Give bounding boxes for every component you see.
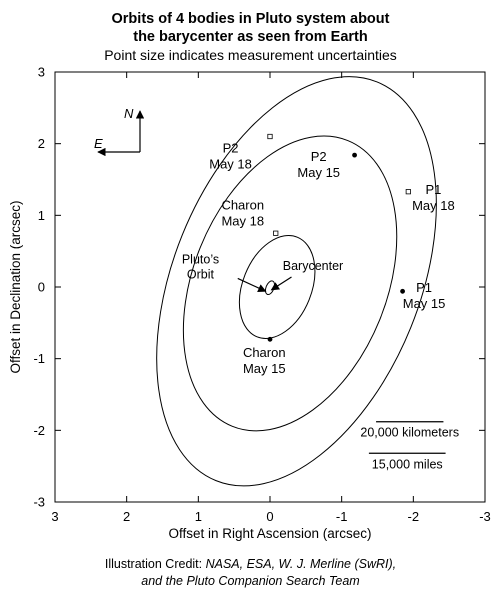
annotations: Pluto’s Orbit Barycenter — [182, 252, 343, 292]
credit-sources: NASA, ESA, W. J. Merline (SwRI), — [205, 557, 397, 571]
p1-orbit — [156, 76, 437, 487]
p1-may18-point — [405, 189, 411, 195]
chart-title-line-1: Orbits of 4 bodies in Pluto system about — [111, 11, 390, 27]
scale-bars: 20,000 kilometers 15,000 miles — [360, 421, 459, 471]
charon-orbit — [238, 235, 316, 339]
y-tick-label: 1 — [38, 208, 45, 223]
orbits — [156, 76, 437, 487]
y-tick-label: -2 — [33, 423, 45, 438]
north-label: N — [124, 106, 134, 121]
p1-may18-label: P1 May 18 — [412, 182, 455, 213]
x-tick-label: 0 — [266, 509, 273, 524]
illustration-credit: Illustration Credit: NASA, ESA, W. J. Me… — [0, 556, 501, 590]
scale-bar-label-0: 20,000 kilometers — [360, 426, 459, 440]
x-tick-label: 1 — [195, 509, 202, 524]
compass: N E — [94, 106, 145, 157]
plutos-orbit-label: Pluto’s Orbit — [182, 252, 219, 281]
y-tick-label: 2 — [38, 136, 45, 151]
credit-line-2: and the Pluto Companion Search Team — [141, 574, 360, 588]
p2-may15-label: P2 May 15 — [297, 149, 340, 180]
x-tick-label: -2 — [408, 509, 420, 524]
chart-title-line-2: the barycenter as seen from Earth — [133, 29, 368, 45]
y-tick-label: -1 — [33, 351, 45, 366]
scale-bar-label-1: 15,000 miles — [372, 457, 443, 471]
east-label: E — [94, 136, 103, 151]
charon-may15-label: Charon May 15 — [243, 345, 286, 376]
x-tick-label: -3 — [479, 509, 491, 524]
p2-may15-point — [352, 152, 357, 158]
y-tick-label: 0 — [38, 280, 45, 295]
x-tick-label: 3 — [51, 509, 58, 524]
charon-may18-point — [273, 230, 279, 236]
x-tick-label: 2 — [123, 509, 130, 524]
chart-subtitle: Point size indicates measurement uncerta… — [104, 47, 397, 63]
x-axis: 3 2 1 0 -1 -2 -3 — [51, 72, 491, 524]
p2-orbit — [182, 135, 398, 432]
p1-may15-label: P1 May 15 — [403, 280, 446, 311]
barycenter-label: Barycenter — [283, 259, 343, 273]
plutos-orbit-arrow — [237, 277, 267, 292]
y-axis: 3 2 1 0 -1 -2 -3 — [33, 65, 485, 510]
chart-title: Orbits of 4 bodies in Pluto system about… — [0, 10, 501, 64]
charon-may15-point — [267, 336, 273, 342]
y-axis-label: Offset in Declination (arcsec) — [8, 200, 23, 373]
p2-may18-label: P2 May 18 — [209, 140, 252, 171]
point-labels: P2 May 18 P2 May 15 P1 May 18 P1 May 15 Charon Ma… — [209, 140, 454, 376]
credit-prefix: Illustration Credit: — [104, 557, 206, 571]
p2-may18-point — [267, 133, 273, 140]
x-axis-label: Offset in Right Ascension (arcsec) — [168, 526, 371, 541]
barycenter-arrow — [270, 276, 292, 291]
p1-may15-point — [400, 288, 405, 294]
x-tick-label: -1 — [336, 509, 348, 524]
y-tick-label: 3 — [38, 65, 45, 80]
data-points — [267, 133, 411, 342]
y-tick-label: -3 — [33, 495, 45, 510]
charon-may18-label: Charon May 18 — [221, 198, 264, 229]
